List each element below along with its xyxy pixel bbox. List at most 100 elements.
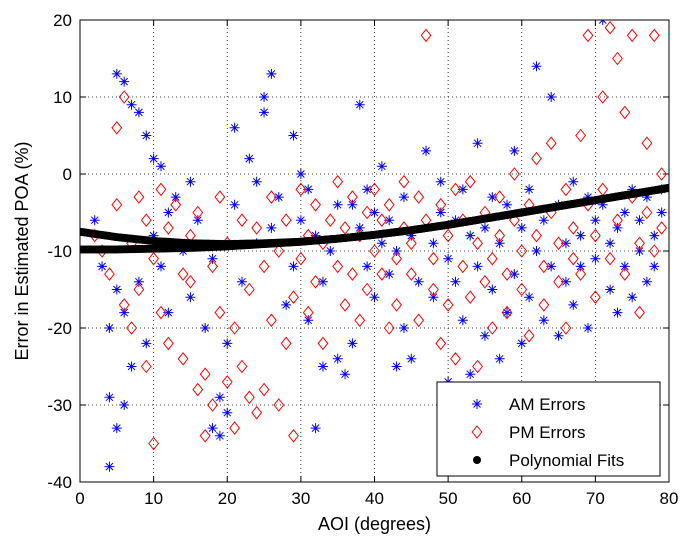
- pm-error-point: [118, 90, 130, 104]
- pm-error-point: [582, 28, 594, 43]
- pm-error-point: [214, 190, 226, 204]
- pm-error-point: [295, 251, 307, 266]
- pm-error-point: [501, 267, 513, 281]
- pm-error-point: [383, 321, 395, 335]
- am-error-point: [568, 299, 579, 310]
- pm-error-point: [310, 274, 322, 289]
- am-error-point: [597, 199, 608, 210]
- pm-error-point: [251, 221, 263, 235]
- am-error-point: [428, 292, 439, 303]
- y-tick-label: -20: [47, 319, 72, 338]
- am-error-point: [509, 269, 520, 280]
- am-error-point: [406, 353, 417, 364]
- pm-error-point: [155, 182, 167, 197]
- am-error-point: [340, 369, 351, 380]
- pm-error-point: [332, 174, 344, 189]
- am-error-point: [384, 269, 395, 280]
- am-error-point: [133, 107, 144, 118]
- am-error-point: [303, 315, 314, 326]
- am-error-point: [457, 184, 468, 195]
- pm-error-point: [508, 167, 520, 181]
- pm-error-point: [302, 305, 314, 320]
- legend-dot-icon: [473, 456, 481, 464]
- legend-item: AM Errors: [472, 395, 586, 414]
- pm-error-point: [236, 213, 248, 228]
- am-error-point: [354, 99, 365, 110]
- am-error-point: [435, 176, 446, 187]
- x-tick-label: 70: [586, 489, 605, 508]
- pm-error-point: [442, 228, 454, 243]
- data-marks: [80, 20, 669, 472]
- pm-error-point: [310, 197, 322, 212]
- pm-error-point: [192, 382, 204, 397]
- am-error-point: [619, 261, 630, 272]
- am-error-point: [207, 253, 218, 264]
- pm-error-point: [589, 290, 601, 305]
- pm-error-point: [118, 298, 130, 312]
- pm-error-point: [207, 259, 218, 274]
- am-error-point: [251, 176, 262, 187]
- x-tick-label: 40: [365, 489, 384, 508]
- pm-error-point: [656, 221, 668, 235]
- am-error-point: [435, 207, 446, 218]
- am-error-point: [516, 338, 527, 349]
- am-error-point: [111, 423, 122, 434]
- y-axis-label: Error in Estimated POA (%): [12, 141, 32, 360]
- am-error-point: [325, 246, 336, 256]
- am-error-point: [111, 68, 122, 79]
- pm-error-point: [531, 228, 542, 243]
- am-error-point: [155, 161, 166, 172]
- pm-error-point: [111, 197, 123, 212]
- pm-error-point: [369, 244, 380, 258]
- x-tick-label: 80: [660, 489, 679, 508]
- pm-error-point: [553, 274, 565, 289]
- am-error-point: [332, 199, 343, 210]
- pm-error-point: [236, 359, 248, 374]
- am-error-point: [641, 192, 652, 203]
- y-tick-label: 20: [53, 11, 72, 30]
- am-error-point: [575, 230, 586, 241]
- am-error-point: [332, 353, 343, 364]
- pm-error-point: [656, 167, 668, 181]
- legend-asterisk-icon: [472, 399, 482, 409]
- pm-error-point: [192, 205, 204, 220]
- pm-error-point: [199, 428, 211, 443]
- am-error-point: [406, 230, 417, 241]
- am-error-point: [641, 276, 652, 287]
- pm-error-point: [280, 213, 292, 228]
- pm-error-point: [177, 351, 189, 366]
- y-tick-label: -10: [47, 242, 72, 261]
- pm-error-point: [457, 259, 469, 274]
- am-error-point: [494, 238, 505, 249]
- am-error-point: [546, 261, 557, 272]
- am-error-point: [502, 199, 513, 210]
- pm-error-point: [634, 305, 645, 320]
- pm-error-point: [589, 228, 601, 243]
- pm-error-point: [567, 251, 579, 266]
- am-error-point: [148, 230, 159, 241]
- pm-error-point: [155, 305, 167, 320]
- am-error-point: [104, 461, 115, 472]
- am-error-point: [575, 261, 586, 272]
- am-error-point: [384, 215, 395, 226]
- pm-error-point: [324, 213, 336, 228]
- pm-error-point: [251, 405, 263, 420]
- am-error-point: [236, 276, 247, 287]
- am-error-point: [538, 315, 549, 326]
- am-error-point: [347, 199, 358, 210]
- pm-error-point: [427, 282, 439, 297]
- am-error-point: [546, 92, 557, 102]
- am-error-point: [428, 238, 439, 249]
- pm-error-point: [288, 428, 299, 443]
- am-error-point: [612, 222, 623, 233]
- am-error-point: [590, 253, 601, 264]
- pm-error-point: [486, 251, 498, 266]
- am-error-point: [627, 292, 638, 303]
- pm-error-point: [472, 236, 484, 251]
- am-error-point: [266, 222, 277, 233]
- pm-error-point: [538, 259, 550, 274]
- am-error-point: [457, 315, 468, 326]
- am-error-point: [192, 215, 203, 226]
- am-error-point: [553, 330, 564, 341]
- am-error-point: [516, 222, 527, 233]
